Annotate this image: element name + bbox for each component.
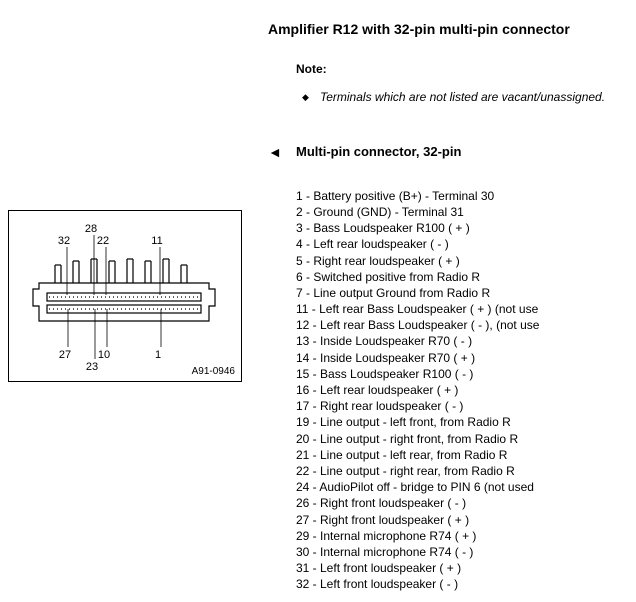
pin-row: 5 - Right rear loudspeaker ( + ) bbox=[296, 253, 632, 269]
figure-id: A91-0946 bbox=[192, 366, 235, 377]
pin-row: 17 - Right rear loudspeaker ( - ) bbox=[296, 398, 632, 414]
page-title: Amplifier R12 with 32-pin multi-pin conn… bbox=[268, 20, 632, 38]
pin-row: 31 - Left front loudspeaker ( + ) bbox=[296, 560, 632, 576]
pin-row: 3 - Bass Loudspeaker R100 ( + ) bbox=[296, 220, 632, 236]
left-column: 32 28 22 11 27 23 10 1 A91-0946 bbox=[0, 0, 258, 602]
connector-diagram: 32 28 22 11 27 23 10 1 A91-0946 bbox=[8, 210, 242, 382]
callout-1: 1 bbox=[155, 349, 161, 361]
callout-23: 23 bbox=[86, 361, 98, 373]
section-heading: Multi-pin connector, 32-pin bbox=[296, 144, 461, 159]
callout-22: 22 bbox=[97, 235, 109, 247]
pin-row: 15 - Bass Loudspeaker R100 ( - ) bbox=[296, 366, 632, 382]
pin-row: 6 - Switched positive from Radio R bbox=[296, 269, 632, 285]
callout-32: 32 bbox=[58, 235, 70, 247]
pin-row: 16 - Left rear loudspeaker ( + ) bbox=[296, 382, 632, 398]
pin-row: 7 - Line output Ground from Radio R bbox=[296, 285, 632, 301]
pin-row: 20 - Line output - right front, from Rad… bbox=[296, 431, 632, 447]
pin-row: 1 - Battery positive (B+) - Terminal 30 bbox=[296, 188, 632, 204]
section-row: ◄ Multi-pin connector, 32-pin bbox=[268, 144, 632, 160]
pin-row: 26 - Right front loudspeaker ( - ) bbox=[296, 495, 632, 511]
callout-11: 11 bbox=[151, 235, 162, 247]
pin-row: 21 - Line output - left rear, from Radio… bbox=[296, 447, 632, 463]
pin-row: 12 - Left rear Bass Loudspeaker ( - ), (… bbox=[296, 317, 632, 333]
note-body: Terminals which are not listed are vacan… bbox=[320, 90, 632, 106]
page: 32 28 22 11 27 23 10 1 A91-0946 Amplifie… bbox=[0, 0, 636, 602]
callout-10: 10 bbox=[98, 349, 110, 361]
pin-row: 14 - Inside Loudspeaker R70 ( + ) bbox=[296, 350, 632, 366]
pin-row: 2 - Ground (GND) - Terminal 31 bbox=[296, 204, 632, 220]
pin-row: 27 - Right front loudspeaker ( + ) bbox=[296, 512, 632, 528]
connector-svg: 32 28 22 11 27 23 10 1 bbox=[9, 211, 241, 381]
pin-row: 4 - Left rear loudspeaker ( - ) bbox=[296, 236, 632, 252]
right-column: Amplifier R12 with 32-pin multi-pin conn… bbox=[258, 0, 636, 602]
pin-row: 24 - AudioPilot off - bridge to PIN 6 (n… bbox=[296, 479, 632, 495]
callout-27: 27 bbox=[59, 349, 71, 361]
pin-row: 19 - Line output - left front, from Radi… bbox=[296, 414, 632, 430]
pin-row: 13 - Inside Loudspeaker R70 ( - ) bbox=[296, 333, 632, 349]
callout-28: 28 bbox=[85, 223, 97, 235]
note-heading: Note: bbox=[296, 62, 632, 76]
arrow-icon: ◄ bbox=[268, 144, 296, 160]
pin-row: 29 - Internal microphone R74 ( + ) bbox=[296, 528, 632, 544]
pin-row: 22 - Line output - right rear, from Radi… bbox=[296, 463, 632, 479]
pin-row: 30 - Internal microphone R74 ( - ) bbox=[296, 544, 632, 560]
pin-list: 1 - Battery positive (B+) - Terminal 302… bbox=[296, 188, 632, 593]
pin-row: 11 - Left rear Bass Loudspeaker ( + ) (n… bbox=[296, 301, 632, 317]
pin-row: 32 - Left front loudspeaker ( - ) bbox=[296, 576, 632, 592]
